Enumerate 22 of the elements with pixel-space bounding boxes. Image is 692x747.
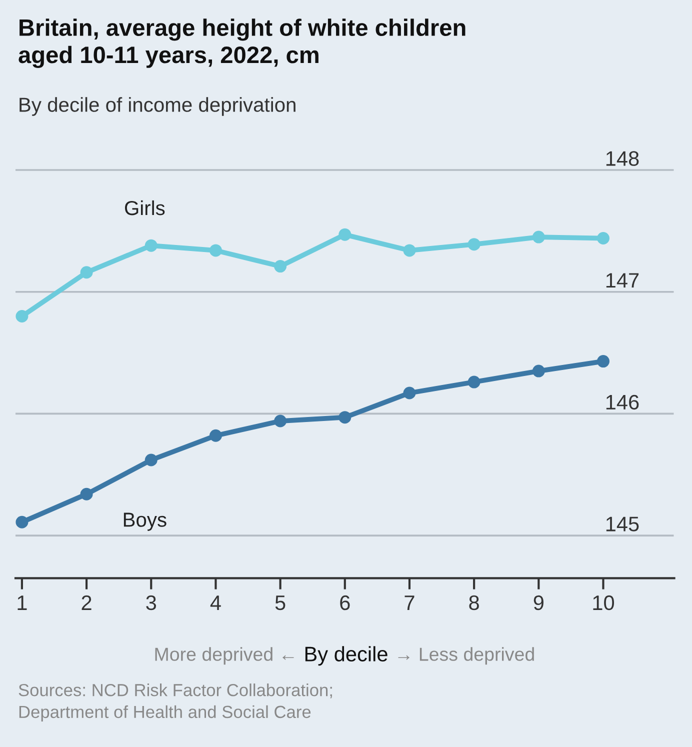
text: More deprived ← <box>155 647 294 665</box>
chart-subtitle: By decile of income deprivation <box>20 97 296 116</box>
x-tick-label: 8 <box>469 595 479 610</box>
x-tick-label: 7 <box>404 596 414 610</box>
y-tick-label: 148 <box>606 151 639 166</box>
x-axis-title: By decile <box>305 646 388 666</box>
y-tick-label: 147 <box>606 273 639 288</box>
y-tick-label: 145 <box>606 516 639 532</box>
x-tick-label: 5 <box>275 596 286 610</box>
y-tick-label: 146 <box>606 394 639 410</box>
series-label: Boys <box>124 512 166 531</box>
x-tick-label: 9 <box>534 595 544 610</box>
x-tick-label: 1 <box>18 596 27 610</box>
text: → Less deprived <box>398 647 534 665</box>
x-tick-label: 3 <box>146 595 156 610</box>
chart-title: Britain, average height of white children aged 10-11 years, 2022, cm <box>18 18 466 68</box>
x-tick-label: 6 <box>340 595 350 610</box>
x-tick-label: 2 <box>82 595 92 610</box>
series-label: Girls <box>124 200 165 216</box>
source-note: Sources: NCD Risk Factor Collaboration; Department of Health and Social Care <box>18 684 332 722</box>
x-tick-label: 10 <box>593 595 614 610</box>
x-tick-label: 4 <box>210 596 221 610</box>
